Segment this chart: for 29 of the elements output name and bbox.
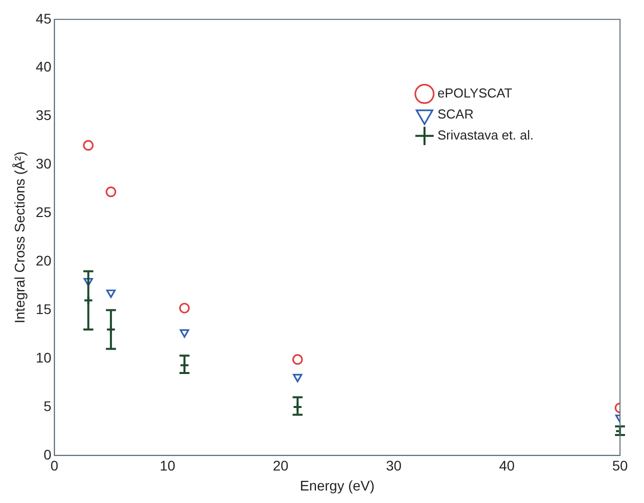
point (84, 278, 94, 286)
point (292, 374, 302, 382)
legend-label: ePOLYSCAT (438, 85, 512, 100)
legend-label: SCAR (438, 106, 474, 122)
y-tick-label: 10 (36, 349, 52, 366)
point (106, 290, 116, 298)
point (179, 302, 190, 314)
y-tick-label: 45 (36, 10, 52, 26)
y-axis-title: Integral Cross Sections (Å²) (11, 151, 28, 324)
x-tick-label: 50 (612, 458, 628, 474)
x-axis-title: Energy (eV) (300, 477, 375, 494)
point (292, 354, 303, 365)
y-tick-label: 25 (36, 204, 52, 220)
y-tick-label: 30 (36, 156, 52, 172)
y-tick-label: 35 (36, 107, 52, 124)
y-tick-label: 0 (44, 446, 52, 462)
point (614, 425, 626, 436)
y-tick-label: 15 (36, 300, 52, 317)
y-tick-label: 40 (36, 58, 52, 75)
point (106, 186, 116, 198)
x-tick-label: 20 (272, 458, 289, 474)
x-tick-label: 30 (386, 458, 402, 474)
y-tick-label: 5 (44, 398, 52, 414)
point (180, 329, 190, 338)
point (83, 140, 94, 151)
legend-label: Srivastava et. al. (438, 127, 534, 142)
y-tick-label: 20 (36, 252, 52, 268)
x-tick-label: 10 (160, 458, 176, 474)
x-tick-label: 40 (499, 458, 515, 474)
